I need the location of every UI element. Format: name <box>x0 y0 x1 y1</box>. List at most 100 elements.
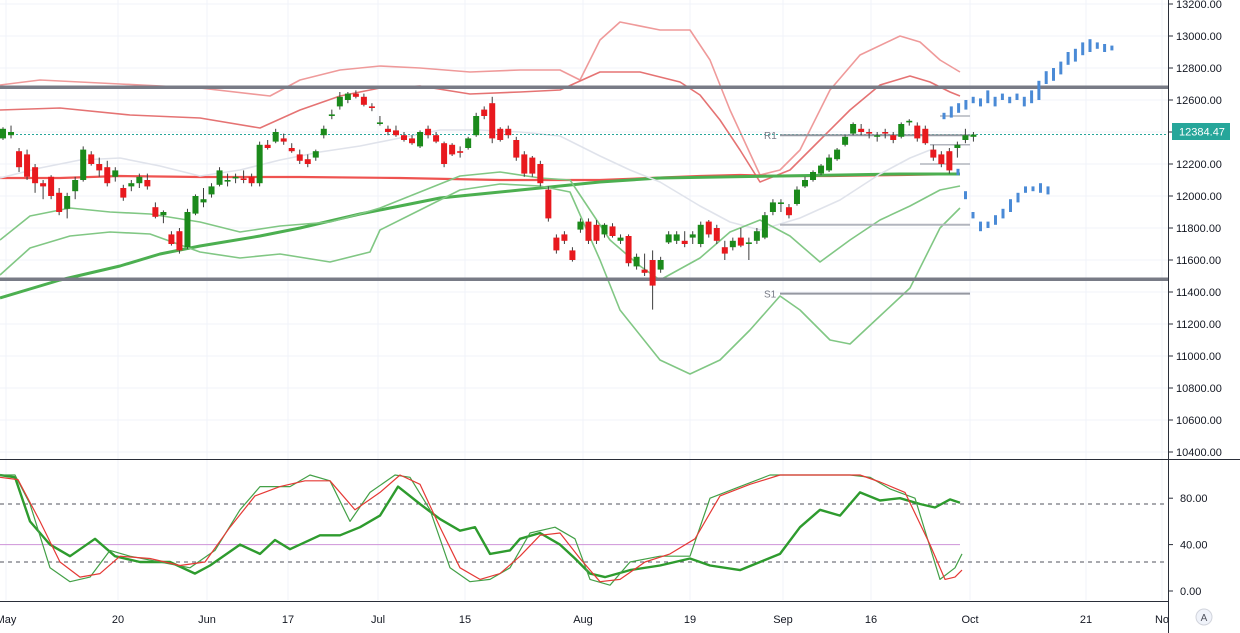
auto-scale-button[interactable]: A <box>1195 608 1213 626</box>
candle-body <box>64 196 71 209</box>
candle-body <box>938 154 945 164</box>
candle-body <box>793 189 800 204</box>
candle-body <box>721 247 728 254</box>
forecast-bar <box>1081 42 1085 56</box>
candle-body <box>802 180 808 187</box>
forecast-bar <box>1030 90 1034 104</box>
oscillator-main-line <box>0 473 961 579</box>
forecast-bar <box>1095 42 1099 49</box>
candle-body <box>537 164 544 184</box>
candle-body <box>160 212 167 216</box>
forecast-bar <box>1103 44 1107 52</box>
candle-body <box>769 202 776 212</box>
candle-body <box>449 144 456 155</box>
candle-body <box>737 237 744 246</box>
candle-body <box>481 109 488 116</box>
candle-body <box>120 188 127 198</box>
time-label: Sep <box>773 614 793 626</box>
candle-body <box>192 196 199 214</box>
forecast-bar <box>1088 39 1092 52</box>
candle-body <box>777 202 784 204</box>
price-tick-label: 11600.00 <box>1176 255 1221 267</box>
candle-body <box>890 135 897 140</box>
candle-body <box>609 226 616 236</box>
candle-body <box>858 128 865 132</box>
candle-body <box>417 132 424 147</box>
candle-body <box>56 192 63 212</box>
price-tick-label: 12200.00 <box>1176 159 1222 171</box>
upper-band-outer <box>0 21 961 176</box>
candle-body <box>601 224 608 235</box>
pivot-label: R1 <box>764 131 777 142</box>
forecast-bar <box>986 90 990 104</box>
candle-body <box>441 143 448 164</box>
long-average-green <box>0 172 960 300</box>
time-label: Aug <box>573 614 593 626</box>
candle-body <box>665 234 672 243</box>
candle-body <box>930 149 937 158</box>
candle-body <box>753 231 760 241</box>
price-tick-label: 10800.00 <box>1176 383 1222 395</box>
candle-body <box>922 128 929 144</box>
time-label: 19 <box>684 614 696 626</box>
auto-scale-circle[interactable] <box>1195 608 1213 626</box>
lower-band-inner <box>0 171 961 281</box>
candles <box>0 90 977 310</box>
auto-scale-label[interactable]: A <box>1201 613 1208 624</box>
oscillator-panel <box>0 473 1168 586</box>
candle-body <box>112 170 119 177</box>
candle-body <box>425 128 432 136</box>
lower-band-outer <box>0 183 961 375</box>
forecast-bar <box>1073 48 1077 62</box>
candle-body <box>898 124 905 137</box>
forecast-bar <box>1000 93 1004 100</box>
osc-tick-label: 0.00 <box>1180 586 1201 598</box>
candle-body <box>906 120 913 123</box>
candle-body <box>392 130 399 136</box>
time-label: Jul <box>371 614 385 626</box>
pivot-label: S1 <box>764 290 777 301</box>
chart-grid <box>0 0 1168 600</box>
candle-body <box>521 154 528 174</box>
price-tick-label: 13200.00 <box>1176 0 1222 11</box>
candle-body <box>344 93 351 100</box>
candle-body <box>224 180 231 182</box>
candle-body <box>697 224 704 244</box>
candle-body <box>256 144 263 184</box>
oscillator-fast-line <box>0 474 963 586</box>
forecast-bar <box>1044 71 1048 84</box>
forecast-bar <box>1022 96 1026 107</box>
candle-body <box>96 164 103 171</box>
candle-body <box>384 128 391 132</box>
candle-body <box>409 138 416 144</box>
forecast-bar <box>979 98 982 107</box>
candle-body <box>585 221 592 241</box>
candle-body <box>320 128 327 136</box>
candle-body <box>152 207 159 217</box>
candle-body <box>745 242 752 244</box>
price-tick-label: 12000.00 <box>1176 191 1222 203</box>
candle-body <box>505 128 512 136</box>
candle-body <box>489 103 496 139</box>
forecast-bar <box>1024 186 1027 193</box>
candle-body <box>352 93 359 97</box>
forecast-bar <box>1008 96 1012 104</box>
candle-body <box>296 154 303 161</box>
price-tick-label: 10600.00 <box>1176 415 1222 427</box>
candle-body <box>473 116 480 136</box>
candle-body <box>561 234 568 241</box>
forecast-bar <box>1016 192 1020 203</box>
price-tick-label: 11200.00 <box>1176 319 1221 331</box>
candle-body <box>761 215 768 238</box>
candle-body <box>232 176 239 179</box>
candle-body <box>553 237 560 251</box>
candle-body <box>88 154 95 164</box>
candle-body <box>0 128 6 139</box>
price-tick-label: 12800.00 <box>1176 63 1222 75</box>
last-price-badge <box>1172 123 1230 140</box>
candle-body <box>280 138 287 142</box>
candle-body <box>810 172 817 180</box>
candle-body <box>240 178 247 180</box>
